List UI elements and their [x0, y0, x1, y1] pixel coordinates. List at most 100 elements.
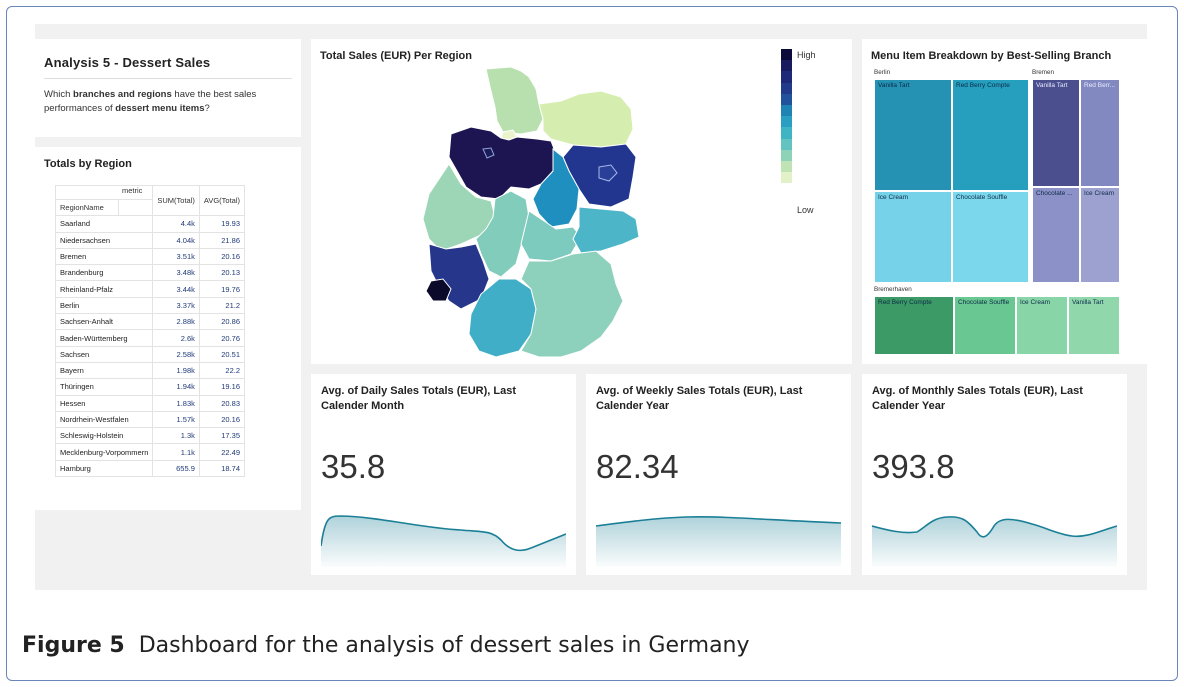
map-card: Total Sales (EUR) Per Region: [311, 39, 852, 364]
sum-cell: 3.51k: [152, 247, 200, 266]
treemap-cell[interactable]: Ice Cream: [1080, 187, 1120, 283]
avg-cell: 22.49: [198, 443, 246, 461]
kpi-daily-sparkline: [321, 515, 566, 567]
region-thueringen[interactable]: [520, 210, 582, 262]
region-baden-wuerttemberg[interactable]: [468, 278, 537, 358]
table-row: Thüringen 1.94k 19.16: [54, 378, 246, 396]
kpi-weekly-title: Avg. of Weekly Sales Totals (EUR), Last …: [596, 385, 803, 412]
region-mecklenburg-vorpommern[interactable]: [538, 90, 634, 148]
caption-label: Figure 5: [22, 633, 125, 658]
region-berlin[interactable]: [598, 164, 618, 182]
region-sachsen-anhalt[interactable]: [532, 147, 580, 228]
caption-text: Dashboard for the analysis of dessert sa…: [138, 633, 750, 658]
region-nordrhein-westfalen[interactable]: [422, 163, 496, 252]
legend-swatch: [781, 127, 792, 139]
sum-cell: 1.57k: [152, 410, 200, 429]
region-bayern[interactable]: [520, 250, 624, 358]
region-name-cell: Mecklenburg-Vorpommern: [54, 443, 154, 461]
region-name-cell: Brandenburg: [54, 264, 154, 282]
table-row: Bremen 3.51k 20.16: [54, 247, 246, 266]
dashboard-title: Analysis 5 - Dessert Sales: [44, 55, 211, 70]
treemap-cell[interactable]: Vanilla Tart: [874, 79, 952, 191]
legend-swatch: [781, 160, 792, 173]
avg-cell: 18.74: [198, 459, 246, 478]
treemap-cell[interactable]: Red Berry Compte: [874, 296, 954, 355]
treemap-group-label: Bremen: [1032, 69, 1055, 76]
title-divider: [44, 78, 292, 79]
avg-cell: 21.2: [198, 296, 246, 315]
table-row: Saarland 4.4k 19.93: [54, 215, 246, 233]
region-saarland[interactable]: [425, 278, 452, 302]
region-name-cell: Schleswig-Holstein: [54, 427, 154, 445]
legend-swatch: [781, 138, 792, 150]
avg-cell: 19.76: [198, 280, 246, 298]
treemap-cell[interactable]: Red Berry Compte: [952, 79, 1029, 191]
intro-card: Analysis 5 - Dessert Sales Which branche…: [35, 39, 301, 137]
treemap-cell[interactable]: Red Berr...: [1080, 79, 1120, 187]
table-header-row: metric SUM(Total) AVG(Total): [54, 184, 246, 217]
table-row: Brandenburg 3.48k 20.13: [54, 264, 246, 282]
avg-column-header[interactable]: AVG(Total): [198, 184, 246, 217]
region-name-cell: Bremen: [54, 247, 154, 266]
kpi-monthly-title: Avg. of Monthly Sales Totals (EUR), Last…: [872, 385, 1083, 412]
table-row: Hessen 1.83k 20.83: [54, 394, 246, 412]
sum-cell: 3.48k: [152, 264, 200, 282]
region-name-cell: Rheinland-Pfalz: [54, 280, 154, 298]
figure-caption: Figure 5 Dashboard for the analysis of d…: [22, 633, 750, 658]
treemap-cell[interactable]: Vanilla Tart: [1032, 79, 1080, 187]
sparkline-area: [321, 516, 566, 567]
region-sachsen[interactable]: [572, 206, 640, 254]
table-row: Rheinland-Pfalz 3.44k 19.76: [54, 280, 246, 298]
map-legend: [781, 49, 792, 184]
region-schleswig-holstein[interactable]: [485, 66, 544, 135]
sum-cell: 1.3k: [152, 427, 200, 445]
region-name-cell: Thüringen: [54, 378, 154, 396]
sum-cell: 2.6k: [152, 329, 200, 347]
region-bremen[interactable]: [482, 147, 495, 159]
region-name-cell: Hamburg: [54, 459, 154, 478]
region-hessen[interactable]: [475, 190, 530, 278]
legend-swatch: [781, 71, 792, 83]
sum-cell: 3.37k: [152, 296, 200, 315]
table-row: Sachsen-Anhalt 2.88k 20.86: [54, 313, 246, 331]
legend-swatch: [781, 93, 792, 105]
treemap-cell[interactable]: Chocolate Souffle: [954, 296, 1016, 355]
avg-cell: 22.2: [198, 361, 246, 380]
treemap: Berlin Vanilla Tart Red Berry Compte Ice Cr…: [862, 39, 1147, 364]
question-bold-1: branches and regions: [73, 89, 172, 100]
kpi-daily-sales-card: Avg. of Daily Sales Totals (EUR), Last C…: [311, 374, 576, 575]
question-text-1: Which: [44, 89, 74, 100]
treemap-cell[interactable]: Ice Cream: [874, 191, 952, 283]
sum-cell: 4.04k: [152, 231, 200, 249]
treemap-group-label: Berlin: [874, 69, 891, 76]
avg-cell: 20.86: [198, 313, 246, 331]
map-title: Total Sales (EUR) Per Region: [320, 50, 472, 62]
kpi-monthly-sparkline: [872, 516, 1117, 567]
avg-cell: 20.13: [198, 264, 246, 282]
region-name-cell: Bayern: [54, 361, 154, 380]
sparkline-line: [596, 516, 841, 527]
treemap-cell[interactable]: Ice Cream: [1016, 296, 1068, 355]
avg-cell: 21.86: [198, 231, 246, 249]
sum-cell: 4.4k: [152, 215, 200, 233]
treemap-cell[interactable]: Vanilla Tart: [1068, 296, 1120, 355]
legend-swatch: [781, 172, 792, 184]
sum-cell: 3.44k: [152, 280, 200, 298]
kpi-weekly-value: 82.34: [596, 448, 679, 485]
table-header-row-2: RegionName: [54, 198, 245, 217]
treemap-cell[interactable]: Chocolate ...: [1032, 187, 1080, 283]
treemap-cell[interactable]: Chocolate Souffle: [952, 191, 1029, 283]
sparkline-line: [872, 516, 1117, 538]
region-name-cell: Saarland: [54, 215, 154, 233]
sparkline-line: [321, 515, 566, 552]
totals-by-region-card: Totals by Region metric SUM(Total) AVG(T…: [35, 147, 301, 510]
region-name-cell: Hessen: [54, 394, 154, 412]
region-column-header[interactable]: RegionName: [54, 198, 120, 217]
legend-swatch: [781, 149, 792, 161]
germany-map: [422, 66, 640, 358]
table-row: Niedersachsen 4.04k 21.86: [54, 231, 246, 249]
metric-header: metric: [54, 185, 154, 200]
sum-cell: 1.94k: [152, 378, 200, 396]
table-row: Hamburg 655.9 18.74: [54, 459, 246, 478]
sum-column-header[interactable]: SUM(Total): [152, 184, 200, 217]
